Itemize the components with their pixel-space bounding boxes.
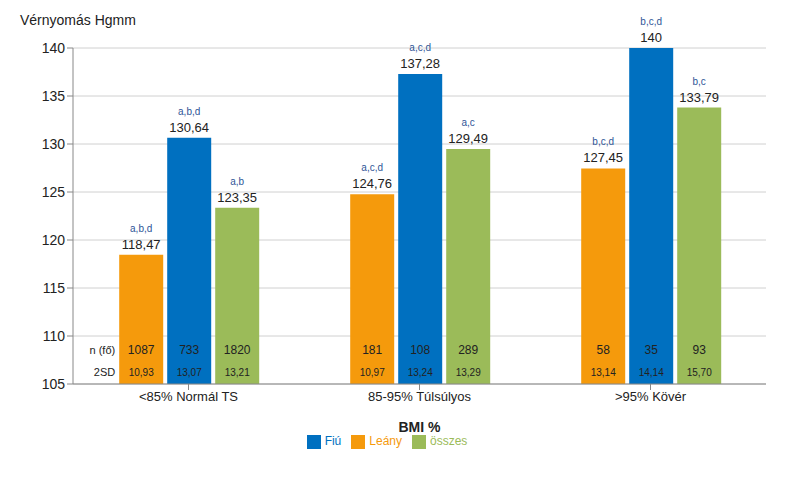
svg-text:a,b: a,b bbox=[230, 176, 244, 187]
svg-text:105: 105 bbox=[42, 376, 66, 392]
svg-text:1087: 1087 bbox=[128, 343, 155, 357]
svg-text:129,49: 129,49 bbox=[448, 131, 488, 146]
svg-text:13,24: 13,24 bbox=[408, 367, 433, 378]
svg-text:93: 93 bbox=[693, 343, 707, 357]
svg-text:10,93: 10,93 bbox=[129, 367, 154, 378]
html-text:összes: összes bbox=[430, 434, 468, 448]
svg-text:118,47: 118,47 bbox=[122, 237, 161, 252]
svg-text:a,c,d: a,c,d bbox=[361, 162, 383, 173]
svg-text:15,70: 15,70 bbox=[687, 367, 712, 378]
svg-text:13,21: 13,21 bbox=[225, 367, 250, 378]
svg-text:85-95% Túlsúlyos: 85-95% Túlsúlyos bbox=[368, 389, 472, 404]
html-text:Leány: Leány bbox=[369, 434, 402, 448]
svg-text:a,b,d: a,b,d bbox=[130, 223, 152, 234]
svg-text:130,64: 130,64 bbox=[169, 120, 209, 135]
html-text:Fiú: Fiú bbox=[324, 434, 342, 448]
svg-text:b,c,d: b,c,d bbox=[592, 136, 614, 147]
svg-text:120: 120 bbox=[42, 232, 66, 248]
svg-text:2SD: 2SD bbox=[94, 366, 115, 378]
svg-text:130: 130 bbox=[42, 136, 66, 152]
svg-text:13,14: 13,14 bbox=[591, 367, 616, 378]
svg-text:b,c: b,c bbox=[693, 76, 706, 87]
svg-text:733: 733 bbox=[179, 343, 199, 357]
svg-text:BMI %: BMI % bbox=[399, 419, 442, 435]
svg-text:<85% Normál TS: <85% Normál TS bbox=[139, 389, 238, 404]
svg-text:127,45: 127,45 bbox=[583, 150, 623, 165]
svg-text:13,07: 13,07 bbox=[177, 367, 202, 378]
svg-text:123,35: 123,35 bbox=[217, 190, 257, 205]
svg-text:135: 135 bbox=[42, 88, 66, 104]
svg-text:110: 110 bbox=[43, 328, 66, 344]
svg-text:13,29: 13,29 bbox=[456, 367, 481, 378]
svg-text:140: 140 bbox=[42, 40, 66, 56]
svg-text:a,c: a,c bbox=[462, 117, 475, 128]
svg-text:n (fő): n (fő) bbox=[90, 344, 116, 356]
html-text:Vérnyomás Hgmm: Vérnyomás Hgmm bbox=[20, 12, 136, 28]
svg-text:108: 108 bbox=[410, 343, 430, 357]
svg-text:>95% Kövér: >95% Kövér bbox=[615, 389, 687, 404]
svg-text:35: 35 bbox=[645, 343, 659, 357]
svg-text:a,c,d: a,c,d bbox=[409, 42, 431, 53]
svg-text:a,b,d: a,b,d bbox=[178, 106, 200, 117]
svg-text:1820: 1820 bbox=[224, 343, 251, 357]
svg-text:137,28: 137,28 bbox=[400, 56, 440, 71]
svg-text:14,14: 14,14 bbox=[639, 367, 664, 378]
svg-text:124,76: 124,76 bbox=[352, 176, 392, 191]
svg-text:58: 58 bbox=[597, 343, 611, 357]
svg-text:10,97: 10,97 bbox=[360, 367, 385, 378]
svg-text:140: 140 bbox=[640, 30, 662, 45]
svg-text:289: 289 bbox=[458, 343, 478, 357]
svg-text:181: 181 bbox=[362, 343, 382, 357]
svg-text:133,79: 133,79 bbox=[679, 90, 719, 105]
svg-text:125: 125 bbox=[42, 184, 66, 200]
svg-text:115: 115 bbox=[43, 280, 66, 296]
svg-text:b,c,d: b,c,d bbox=[640, 16, 662, 27]
